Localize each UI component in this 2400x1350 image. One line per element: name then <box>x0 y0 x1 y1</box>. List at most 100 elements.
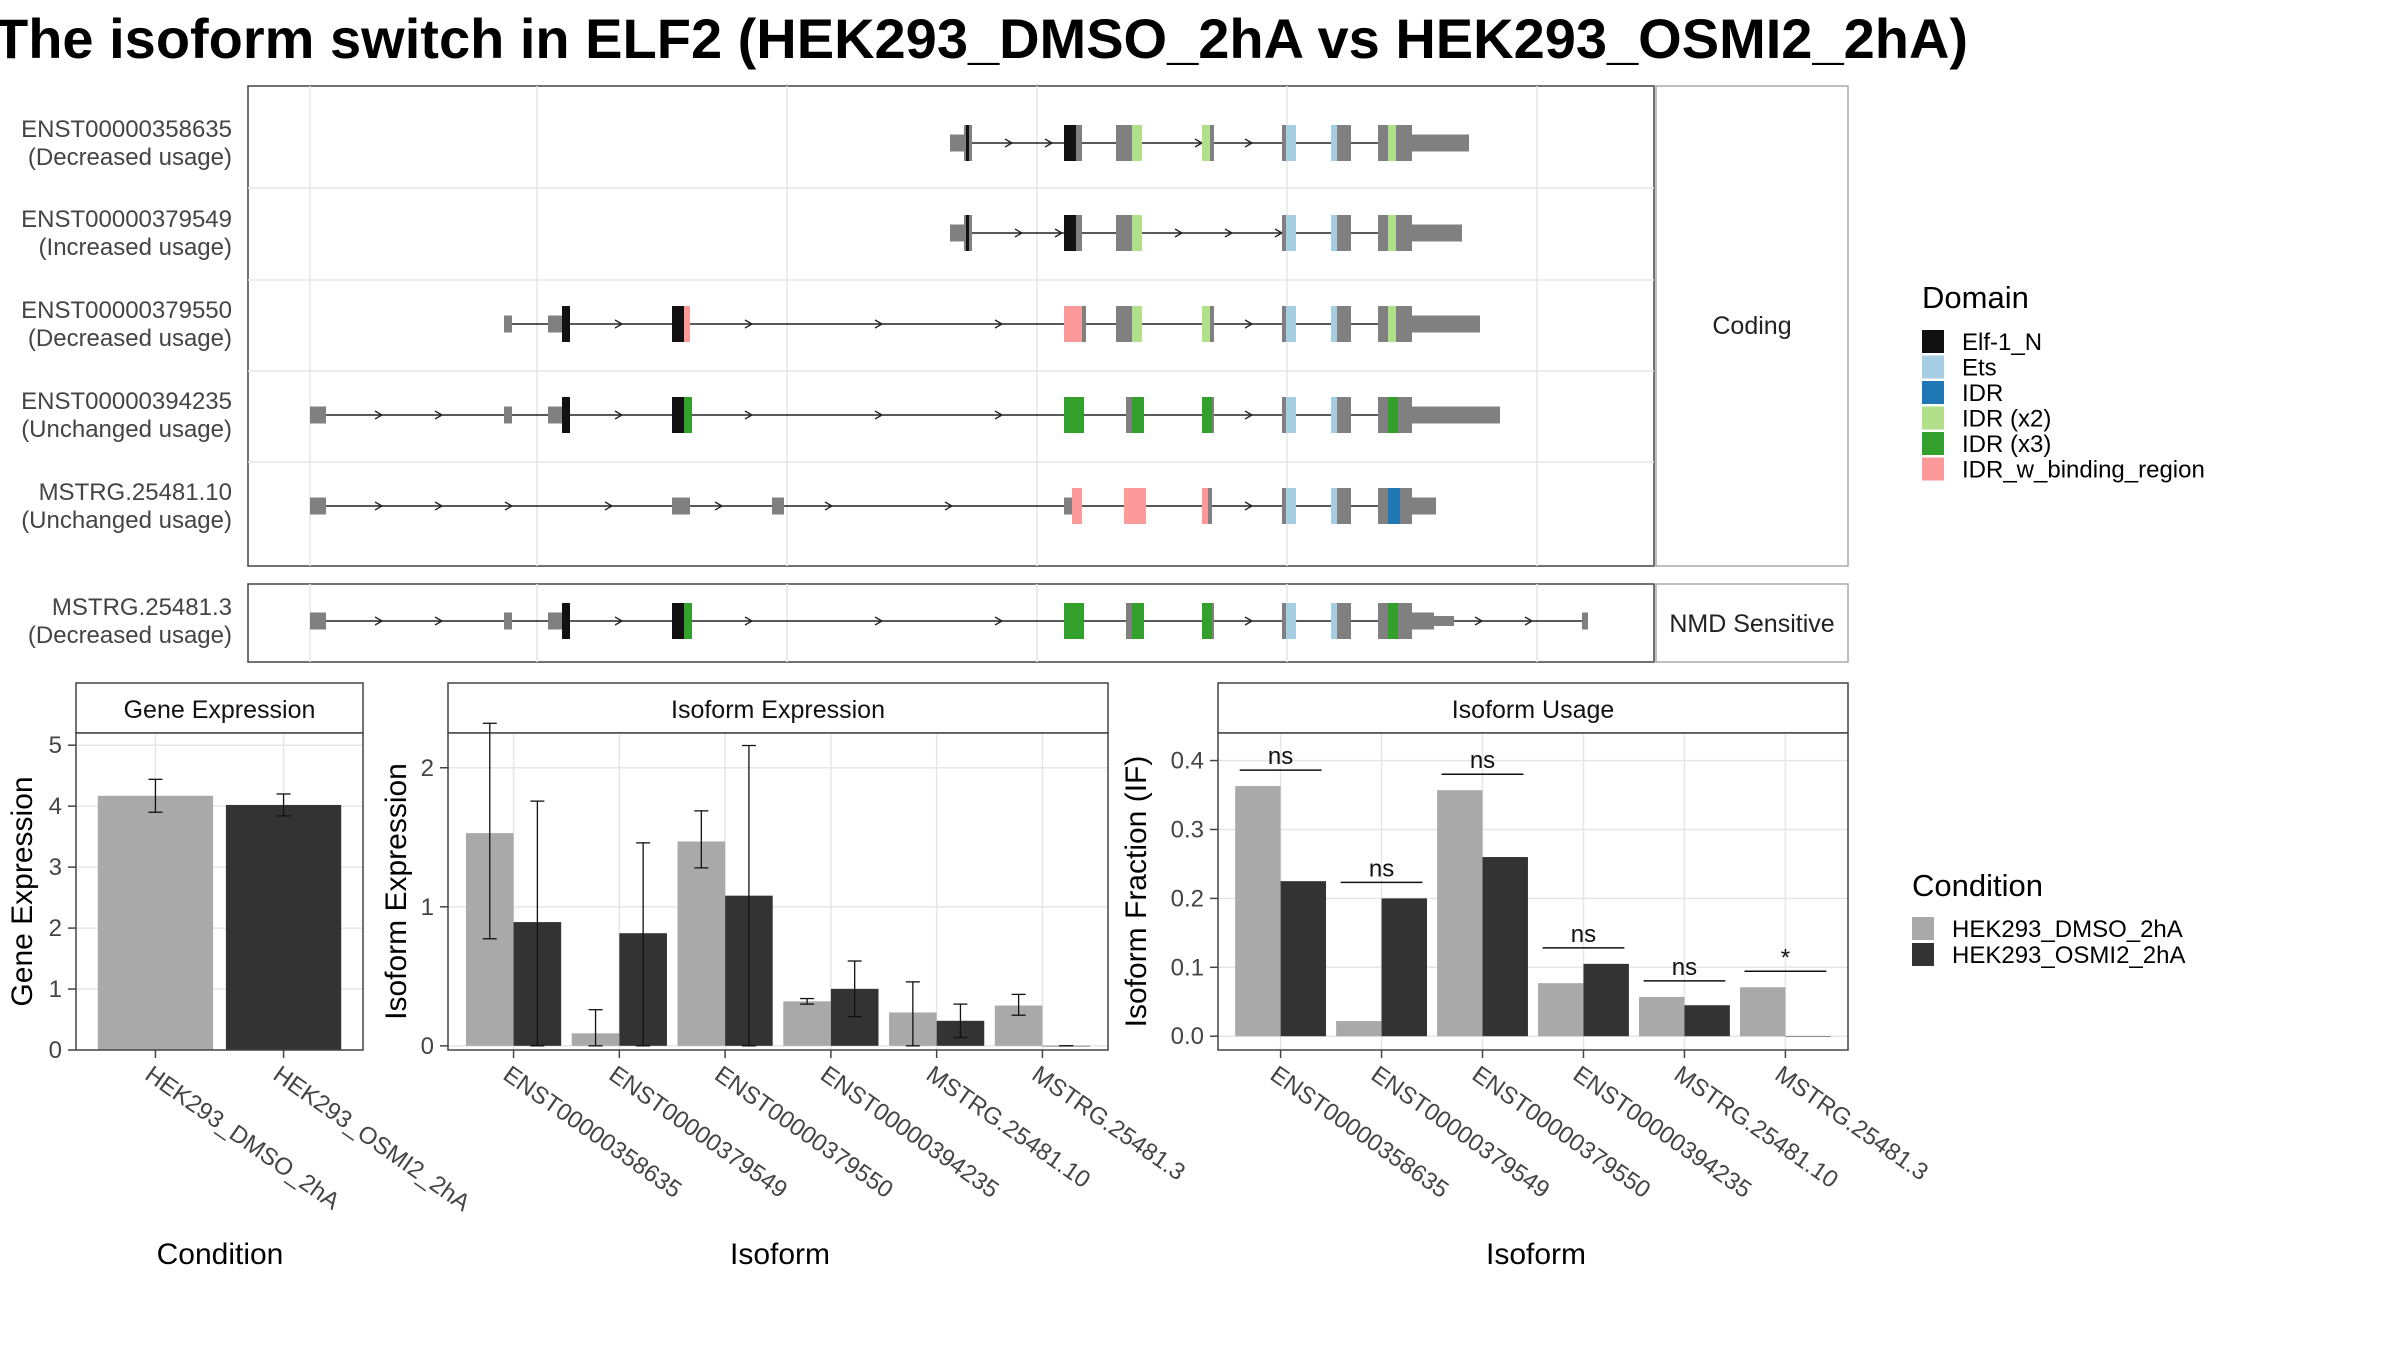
strand-arrow <box>744 616 754 626</box>
bar <box>1482 857 1528 1037</box>
exon-block <box>684 306 690 342</box>
significance-label: ns <box>1571 921 1596 948</box>
exon-block <box>1331 125 1337 161</box>
domain-legend-label: Elf-1_N <box>1962 329 2042 356</box>
isoform-label-MSTRG.25481.10: MSTRG.25481.10(Unchanged usage) <box>21 479 232 534</box>
y-tick-label: 5 <box>49 732 62 759</box>
strand-arrow <box>434 616 444 626</box>
strand-arrow <box>874 616 884 626</box>
exon-block <box>1286 603 1296 639</box>
exon-block <box>1126 397 1132 433</box>
exon-block <box>504 406 512 424</box>
condition-legend-label: HEK293_OSMI2_2hA <box>1952 942 2185 969</box>
exon-block <box>562 306 570 342</box>
exon-block <box>1396 125 1412 161</box>
isoform-usage-label: (Unchanged usage) <box>21 507 232 534</box>
strand-arrow <box>614 319 624 329</box>
strand-arrow <box>1044 138 1054 148</box>
exon-block <box>1331 397 1337 433</box>
exon-block <box>1331 488 1337 524</box>
condition-legend-label: HEK293_DMSO_2hA <box>1952 916 2183 943</box>
exon-block <box>672 397 684 433</box>
strand-arrow <box>1054 228 1064 238</box>
significance-label: ns <box>1268 743 1293 770</box>
strand-arrow <box>434 501 444 511</box>
exon-block <box>310 406 326 424</box>
exon-block <box>950 134 964 152</box>
y-tick-label: 2 <box>421 755 434 782</box>
exon-block <box>1412 612 1434 630</box>
domain-legend-key <box>1922 406 1944 430</box>
x-tick-label: ENST00000358635 <box>498 1061 686 1204</box>
exon-block <box>1286 397 1296 433</box>
exon-block <box>1398 397 1412 433</box>
x-tick-label: ENST00000379550 <box>710 1061 898 1204</box>
isoform-id-label: MSTRG.25481.3 <box>52 594 232 621</box>
exon-block <box>1210 125 1214 161</box>
facet-strip-coding <box>1655 85 1849 567</box>
strand-arrow <box>1524 616 1534 626</box>
y-tick-label: 0 <box>49 1037 62 1064</box>
y-tick-label: 1 <box>49 976 62 1003</box>
title-layer: The isoform switch in ELF2 (HEK293_DMSO_… <box>0 7 1968 70</box>
exon-block <box>1396 215 1412 251</box>
exon-block <box>1434 616 1454 626</box>
bar <box>1538 983 1584 1037</box>
exon-block <box>1331 306 1337 342</box>
exon-block <box>1378 488 1388 524</box>
exon-block <box>1412 315 1480 333</box>
exon-block <box>1132 603 1144 639</box>
strand-arrow <box>1004 138 1014 148</box>
isoform-track-ENST00000379549 <box>950 215 1462 251</box>
exon-block <box>1282 488 1286 524</box>
exon-block <box>1282 125 1286 161</box>
exon-block <box>672 497 690 515</box>
isoform-label-ENST00000358635: ENST00000358635(Decreased usage) <box>21 116 232 171</box>
panel-title: Gene Expression <box>124 696 316 724</box>
exon-block <box>1076 215 1082 251</box>
strand-arrow <box>1224 228 1234 238</box>
exon-block <box>1282 603 1286 639</box>
panel-title: Isoform Usage <box>1452 696 1615 724</box>
domain-legend-key <box>1922 381 1944 404</box>
domain-legend-label: IDR_w_binding_region <box>1962 457 2205 484</box>
exon-block <box>1210 306 1214 342</box>
plot-border <box>447 732 1109 1051</box>
y-tick-label: 0.4 <box>1171 748 1204 775</box>
strand-arrow <box>1244 616 1254 626</box>
strand-arrow <box>1474 616 1484 626</box>
exon-block <box>1202 488 1208 524</box>
exon-block <box>548 612 562 630</box>
y-tick-label: 0.0 <box>1171 1023 1204 1050</box>
strand-arrow <box>744 410 754 420</box>
isoform-id-label: MSTRG.25481.10 <box>39 479 232 506</box>
panel-title: Isoform Expression <box>671 696 885 724</box>
domain-legend-key <box>1922 457 1944 481</box>
x-tick-label: ENST00000379550 <box>1467 1061 1655 1204</box>
y-axis-title: Isoform Fraction (IF) <box>1120 756 1153 1028</box>
exon-block <box>1064 306 1082 342</box>
exon-block <box>1378 397 1388 433</box>
strand-arrow <box>1244 319 1254 329</box>
x-tick-label: ENST00000394235 <box>1568 1061 1756 1204</box>
exon-block <box>1282 306 1286 342</box>
domain-legend-key <box>1922 432 1944 455</box>
exon-block <box>966 215 969 251</box>
panel-strip <box>447 682 1109 734</box>
exon-block <box>1132 215 1142 251</box>
x-tick-label: ENST00000358635 <box>1265 1061 1453 1204</box>
exon-block <box>1388 603 1398 639</box>
exon-block <box>1337 488 1351 524</box>
strand-arrow <box>1244 410 1254 420</box>
strand-arrow <box>614 410 624 420</box>
y-tick-label: 0.3 <box>1171 816 1204 843</box>
exon-block <box>1286 306 1296 342</box>
x-tick-label: MSTRG.25481.10 <box>1669 1061 1843 1194</box>
strand-arrow <box>874 319 884 329</box>
exon-block <box>1412 224 1462 242</box>
exon-block <box>1072 488 1082 524</box>
strand-arrow <box>1174 228 1184 238</box>
exon-block <box>1412 134 1469 152</box>
x-tick-label: ENST00000379549 <box>604 1061 792 1204</box>
